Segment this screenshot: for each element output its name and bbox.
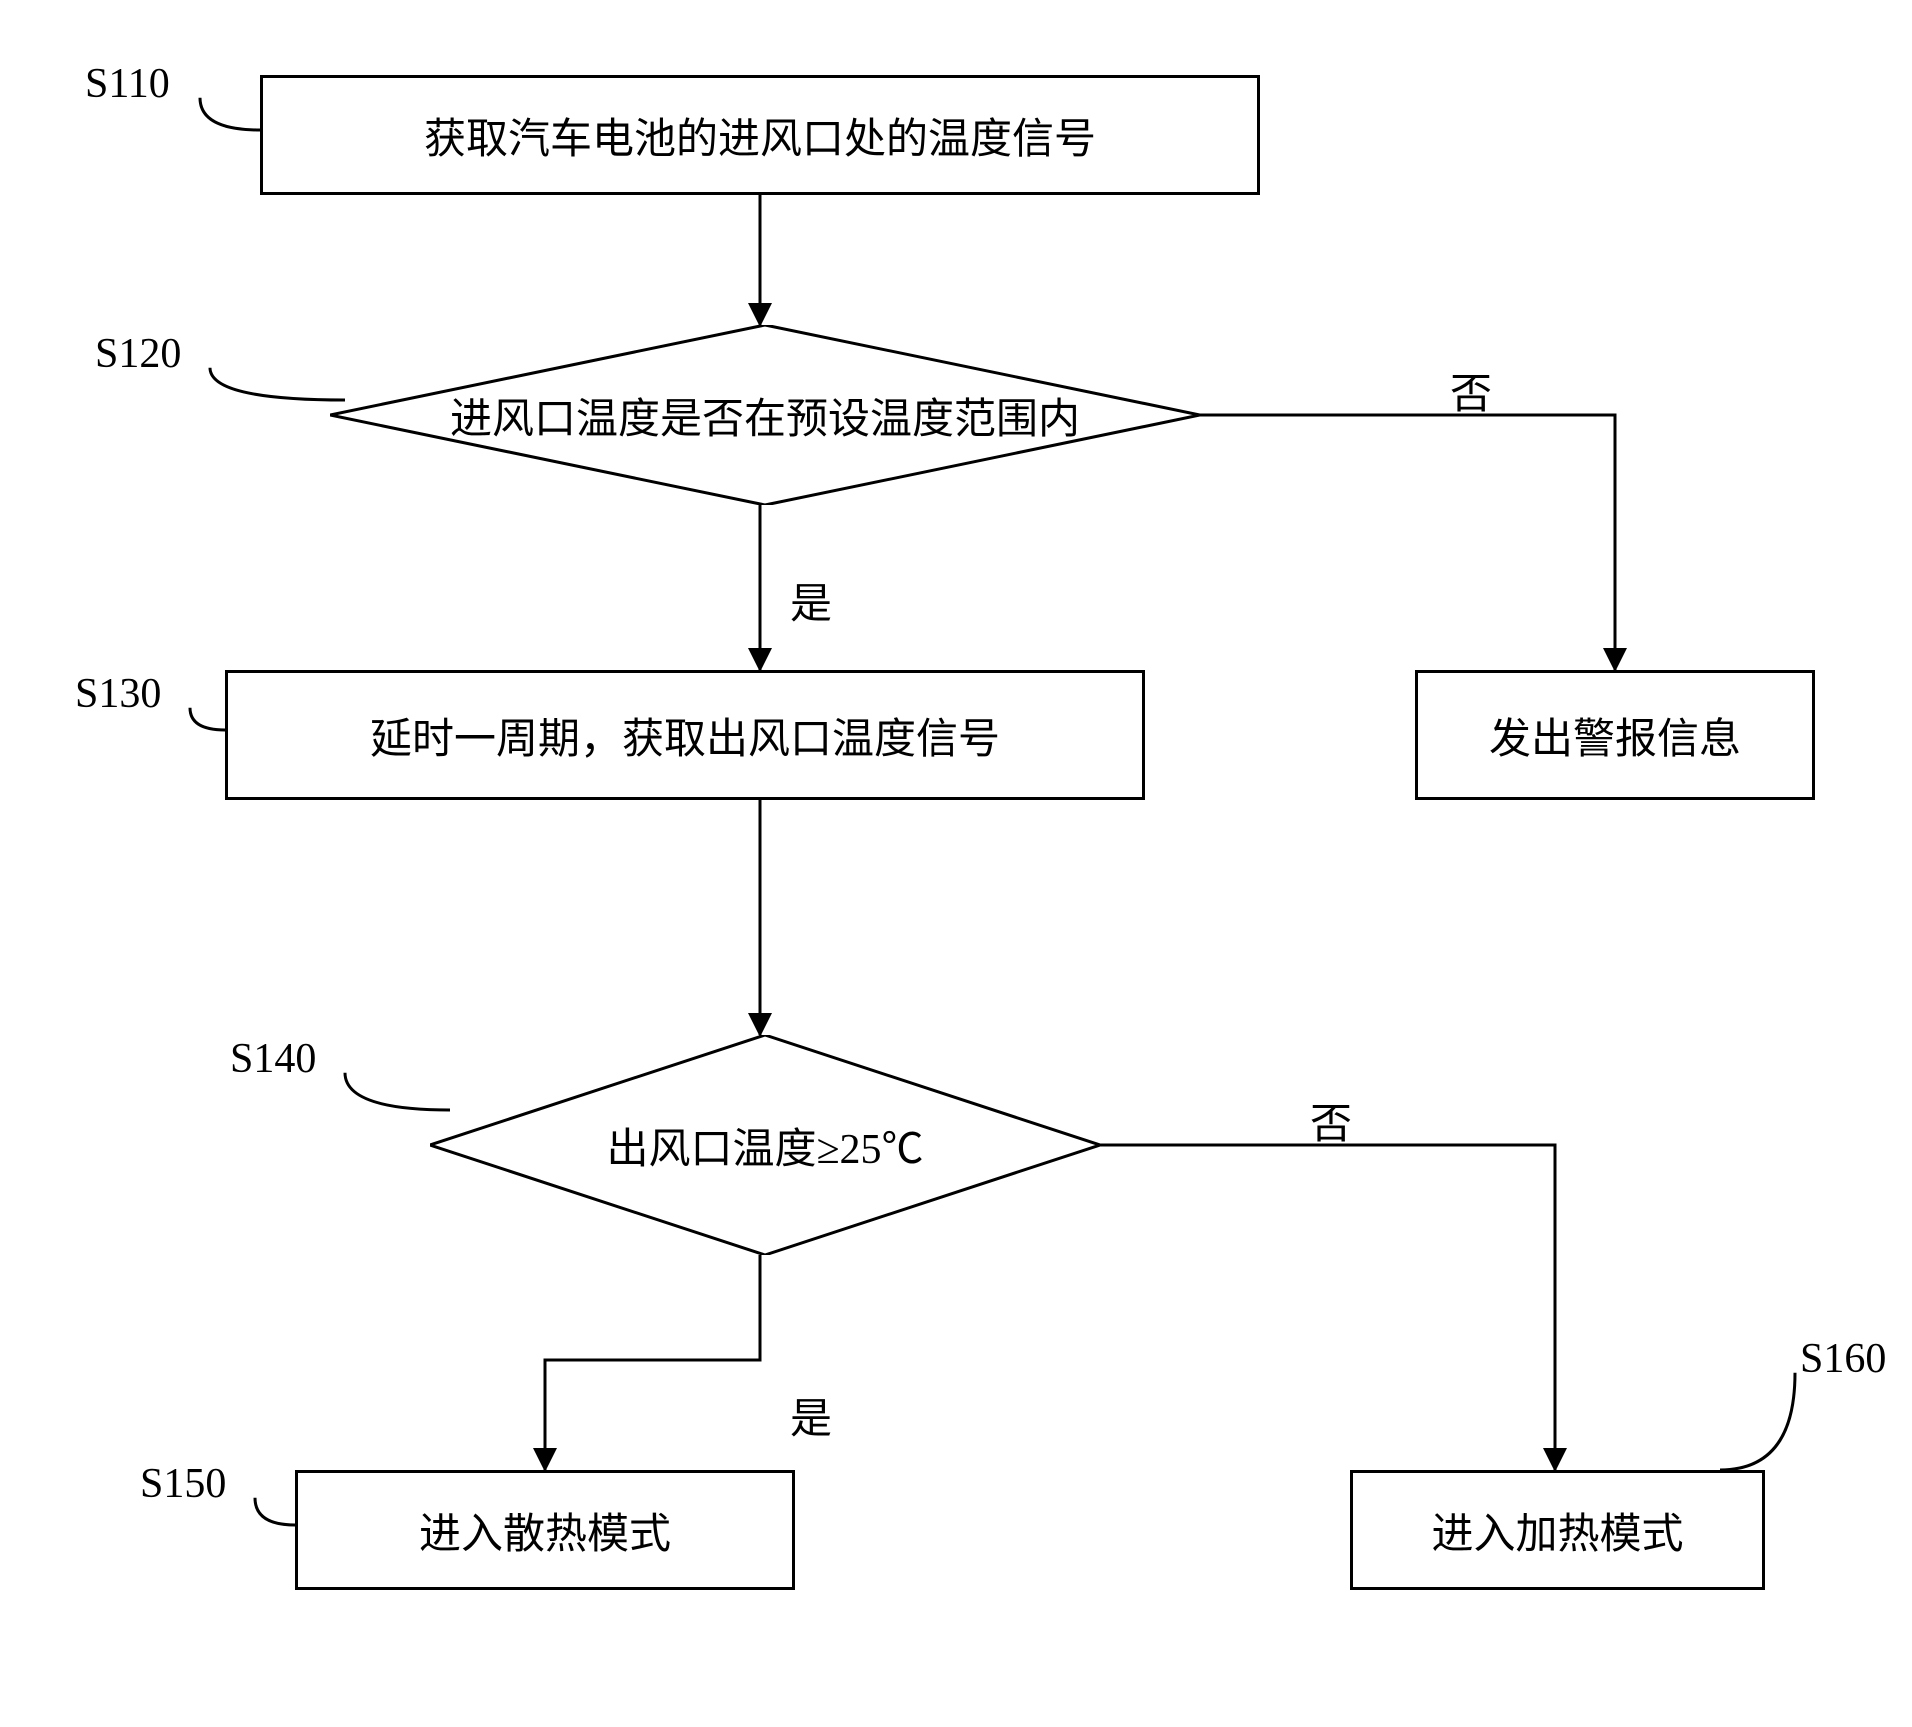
step-label-S120: S120 [95,330,181,378]
flow-edge [1200,415,1615,670]
flow-decision-text: 出风口温度≥25℃ [606,1115,923,1176]
step-label-S150: S150 [140,1460,226,1508]
flow-edge-label: 否 [1310,1090,1352,1151]
flow-edge-label: 是 [790,570,832,631]
flow-node-n2: 延时一周期，获取出风口温度信号 [225,670,1145,800]
flow-decision-d2: 出风口温度≥25℃ [430,1035,1100,1255]
step-label-connector [210,368,345,400]
flow-node-text: 进入散热模式 [419,1500,671,1561]
step-label-S130: S130 [75,670,161,718]
step-label-S160: S160 [1800,1335,1886,1383]
step-label-connector [1720,1373,1795,1470]
flow-edge [1100,1145,1555,1470]
step-label-connector [190,708,225,730]
flow-node-text: 获取汽车电池的进风口处的温度信号 [424,105,1096,166]
step-label-S110: S110 [85,60,170,108]
flow-node-n4: 进入散热模式 [295,1470,795,1590]
flow-node-text: 发出警报信息 [1489,705,1741,766]
step-label-connector [255,1498,295,1525]
flow-decision-text: 进风口温度是否在预设温度范围内 [450,385,1080,446]
flow-node-n5: 进入加热模式 [1350,1470,1765,1590]
flow-node-text: 延时一周期，获取出风口温度信号 [370,705,1000,766]
flow-edge-label: 是 [790,1385,832,1446]
flow-decision-d1: 进风口温度是否在预设温度范围内 [330,325,1200,505]
flow-edge [545,1255,760,1470]
flow-node-n3: 发出警报信息 [1415,670,1815,800]
flow-node-text: 进入加热模式 [1431,1500,1683,1561]
step-label-connector [200,98,260,130]
flow-node-n1: 获取汽车电池的进风口处的温度信号 [260,75,1260,195]
step-label-S140: S140 [230,1035,316,1083]
flow-edge-label: 否 [1450,360,1492,421]
